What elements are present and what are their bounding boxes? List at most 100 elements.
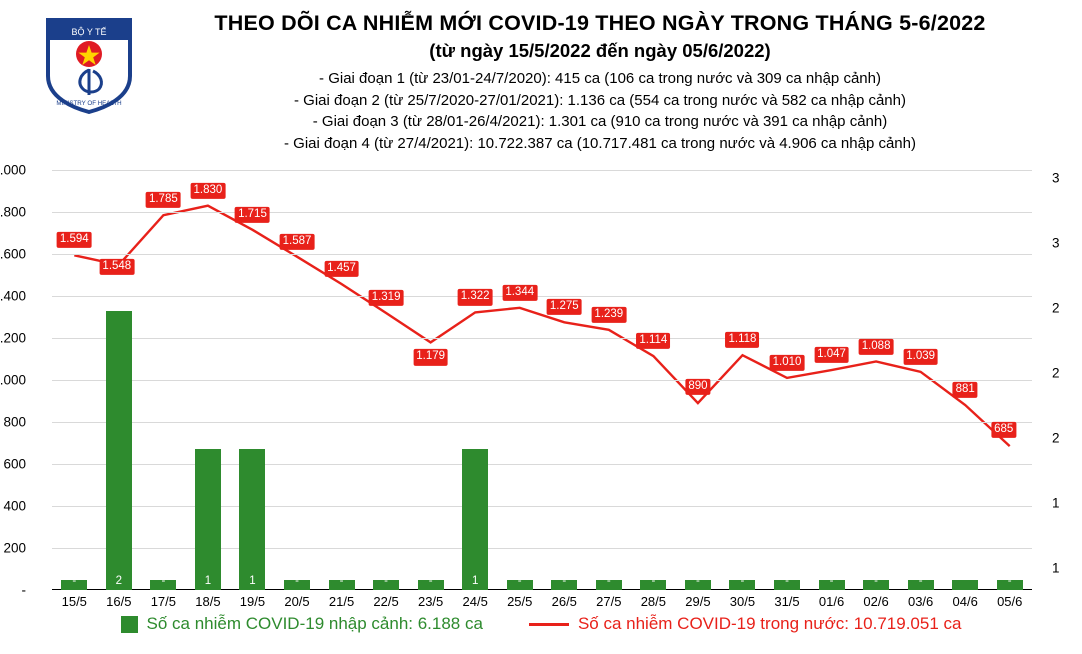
bar-value-label: -	[695, 575, 700, 587]
gridline	[52, 422, 1032, 423]
x-axis-tick: 03/6	[907, 594, 934, 609]
bar-imported-cases	[506, 580, 533, 590]
line-point-label: 1.319	[368, 289, 404, 307]
bar-imported-cases	[284, 580, 310, 590]
gridline	[52, 548, 1032, 549]
line-point-label: 1.457	[324, 260, 359, 278]
y-axis-tick-right: 3	[1052, 170, 1060, 186]
bar-imported-cases	[774, 580, 800, 590]
x-axis-tick: 15/5	[61, 594, 87, 609]
y-axis-tick-left: 1.000	[0, 372, 26, 388]
gridline	[52, 506, 1032, 507]
x-axis-tick: 19/5	[239, 594, 266, 609]
x-axis-tick: 30/5	[729, 594, 756, 609]
svg-text:BỘ Y TẾ: BỘ Y TẾ	[71, 27, 106, 37]
y-axis-tick-right: 2	[1052, 430, 1060, 446]
y-axis-tick-left: 1.200	[0, 330, 26, 346]
x-axis-tick: 27/5	[596, 594, 622, 609]
phase-note-1: - Giai đoạn 1 (từ 23/01-24/7/2020): 415 …	[319, 69, 881, 87]
page-title: THEO DÕI CA NHIỄM MỚI COVID-19 THEO NGÀY…	[214, 11, 986, 35]
bar-imported-cases	[239, 449, 266, 590]
y-axis-tick-right: 2	[1052, 365, 1060, 381]
x-axis-tick: 16/5	[106, 594, 132, 609]
y-axis-tick-left: 800	[3, 414, 26, 430]
gridline	[52, 464, 1032, 465]
gridline	[52, 296, 1032, 297]
ministry-of-health-logo: BỘ Y TẾ MINISTRY OF HEALTH	[42, 14, 136, 114]
x-axis-tick: 04/6	[952, 594, 978, 609]
y-axis-tick-right: 1	[1052, 495, 1060, 511]
bar-imported-cases	[61, 580, 88, 590]
y-axis-tick-left: 1.400	[0, 288, 26, 304]
line-point-label: 1.275	[546, 299, 582, 316]
bar-value-label: -	[874, 575, 878, 587]
bar-imported-cases	[907, 580, 934, 590]
line-point-label: 685	[991, 422, 1017, 439]
x-axis-tick: 24/5	[462, 594, 488, 609]
bar-value-label: -	[295, 575, 299, 587]
bar-value-label: -	[428, 575, 433, 587]
x-axis	[52, 589, 1032, 590]
bar-value-label: -	[606, 575, 611, 587]
bar-value-label: -	[829, 575, 834, 587]
bar-imported-cases	[373, 580, 400, 590]
line-point-label: 1.587	[279, 233, 315, 250]
chart-legend: Số ca nhiễm COVID-19 nhập cảnh: 6.188 ca…	[0, 614, 1082, 634]
chart-header: THEO DÕI CA NHIỄM MỚI COVID-19 THEO NGÀY…	[150, 10, 1050, 155]
x-axis-tick: 21/5	[328, 594, 355, 609]
line-point-label: 1.179	[413, 349, 449, 366]
bar-imported-cases	[595, 580, 622, 590]
x-axis-tick: 17/5	[150, 594, 177, 609]
bar-imported-cases	[150, 580, 177, 590]
x-axis-tick: 02/6	[863, 594, 889, 609]
bar-value-label: -	[161, 575, 166, 587]
line-point-label: 1.114	[636, 332, 671, 350]
line-point-label: 881	[952, 381, 978, 399]
svg-text:MINISTRY OF HEALTH: MINISTRY OF HEALTH	[56, 100, 121, 107]
bar-imported-cases	[863, 580, 890, 590]
phase-note-2: - Giai đoạn 2 (từ 25/7/2020-27/01/2021):…	[294, 91, 906, 109]
bar-value-label: -	[651, 575, 656, 587]
line-point-label: 1.594	[56, 232, 92, 249]
x-axis-tick: 26/5	[551, 594, 577, 609]
bar-imported-cases	[996, 580, 1023, 590]
gridline	[52, 380, 1032, 381]
gridline	[52, 212, 1032, 213]
bar-imported-cases	[194, 449, 221, 590]
bar-imported-cases	[952, 580, 979, 590]
bar-value-label: -	[562, 575, 567, 587]
bar-value-label: 1	[471, 575, 479, 587]
line-point-label: 1.047	[814, 347, 849, 364]
x-axis-tick: 31/5	[774, 594, 800, 609]
bar-value-label: -	[517, 575, 522, 587]
line-point-label: 1.785	[145, 192, 181, 209]
phase-notes: - Giai đoạn 1 (từ 23/01-24/7/2020): 415 …	[150, 68, 1050, 155]
bar-value-label: 2	[115, 575, 123, 587]
y-axis-tick-right: 2	[1052, 300, 1060, 316]
y-axis-tick-right: 1	[1052, 560, 1060, 576]
line-point-label: 1.715	[235, 206, 270, 223]
x-axis-tick: 01/6	[818, 594, 845, 609]
y-axis-tick-left: -	[21, 582, 27, 598]
y-axis-tick-left: 200	[3, 540, 26, 556]
legend-line-icon	[528, 622, 569, 626]
bar-value-label: -	[339, 575, 344, 587]
line-point-label: 1.039	[903, 348, 939, 365]
bar-imported-cases	[551, 580, 578, 590]
bar-imported-cases	[684, 580, 711, 590]
gridline	[52, 338, 1032, 339]
line-point-label: 1.118	[725, 332, 760, 349]
bar-value-label: -	[740, 575, 745, 587]
legend-domestic-label: Số ca nhiễm COVID-19 trong nước: 10.719.…	[577, 614, 962, 633]
x-axis-tick: 25/5	[507, 594, 533, 609]
chart-plot-area: - 200 400 600 800 1.000 1.200 1.400 1.600 1.800 2.…	[0, 163, 1060, 610]
bar-imported-cases	[417, 580, 444, 590]
x-axis-tick: 29/5	[685, 594, 711, 609]
bar-value-label: -	[785, 575, 789, 587]
line-point-label: 1.088	[858, 338, 894, 355]
legend-imported-label: Số ca nhiễm COVID-19 nhập cảnh: 6.188 ca	[146, 614, 483, 633]
y-axis-tick-left: 2.000	[0, 162, 26, 178]
line-point-label: 1.010	[769, 354, 805, 371]
line-point-label: 890	[685, 378, 711, 396]
